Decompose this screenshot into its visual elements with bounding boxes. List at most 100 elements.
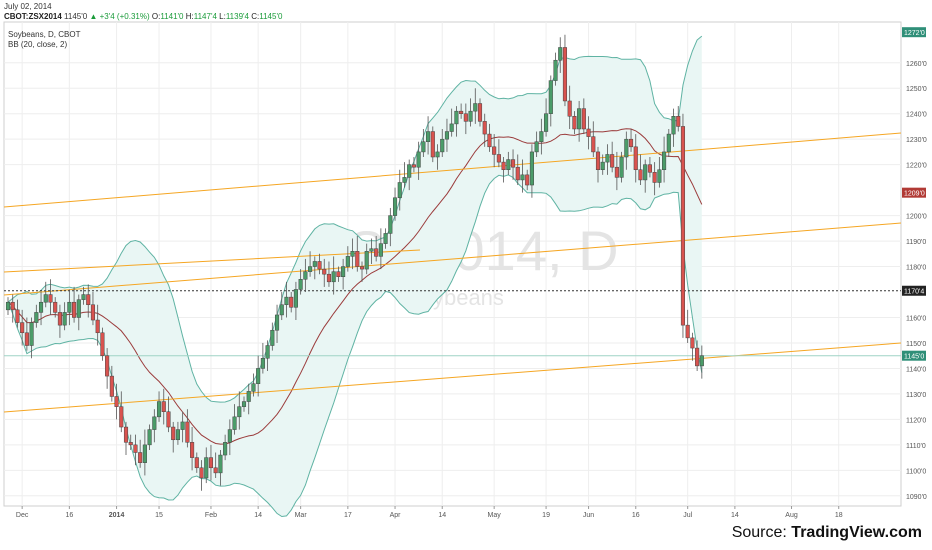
candle-body [558, 47, 563, 61]
candle-body [38, 301, 44, 313]
candle-body [86, 294, 91, 306]
header-quote: CBOT:ZSX2014 1145'0 ▲ +3'4 (+0.31%) O:11… [4, 12, 282, 22]
candle-body [100, 332, 105, 356]
source-credit: Source: TradingView.com [732, 524, 922, 542]
candle-body [426, 131, 431, 142]
x-tick-label: 14 [438, 512, 446, 519]
candle-body [680, 126, 686, 326]
x-tick-label: Jul [683, 512, 692, 519]
header-low-label: L: [219, 12, 226, 21]
candle-body [223, 442, 228, 456]
y-tick-label: 1230'0 [906, 137, 927, 144]
trend-line-2 [3, 222, 902, 296]
candle-body [161, 401, 166, 412]
candle-body [15, 309, 20, 323]
candle-body [638, 169, 643, 181]
candle-body [690, 337, 695, 349]
candle-body [388, 215, 393, 234]
candle-body [647, 164, 652, 173]
source-prefix: Source: [731, 524, 792, 541]
candle-body [336, 271, 341, 277]
candle-body [392, 197, 398, 216]
candle-body [76, 299, 81, 318]
price-tag-box [902, 27, 926, 38]
candle-body [378, 243, 383, 257]
candle-body [322, 268, 327, 275]
trend-line-1 [3, 132, 902, 208]
x-tick-label: 15 [155, 512, 163, 519]
candle-body [10, 301, 15, 311]
candle-body [624, 138, 629, 158]
x-tick-label: Jun [583, 512, 594, 519]
candle-body [520, 174, 525, 181]
candle-body [57, 312, 62, 326]
candle-body [666, 133, 671, 153]
candle-body [501, 161, 506, 170]
candle-body [237, 406, 242, 418]
candle-body [671, 116, 676, 135]
candle-body [331, 271, 336, 283]
candle-body [553, 59, 558, 81]
candle-body [298, 279, 303, 290]
candle-body [152, 416, 157, 430]
candle-body [374, 248, 379, 257]
candle-body [652, 172, 657, 183]
x-tick-label: Feb [205, 512, 217, 519]
candle-body [326, 273, 332, 283]
x-tick-label: 14 [731, 512, 739, 519]
candle-body [430, 131, 435, 158]
candle-body [600, 161, 605, 170]
candle-body [695, 347, 700, 367]
candle-body [166, 411, 171, 428]
candle-body [510, 159, 516, 168]
candle-body [421, 141, 426, 153]
candle-body [577, 108, 582, 130]
candle-body [218, 454, 223, 474]
candle-body [312, 261, 317, 267]
candle-body [171, 426, 176, 441]
candle-body [529, 151, 534, 186]
candle-body [473, 103, 478, 112]
price-tags: 1272'0 1209'0 1170'4 1145'0 [902, 27, 926, 361]
bb-lower [7, 174, 703, 518]
candle-body [213, 467, 218, 474]
candle-body [114, 396, 119, 407]
candle-body [562, 47, 568, 102]
candle-body [567, 100, 572, 117]
candle-body [350, 251, 355, 257]
x-tick-label: 17 [344, 512, 352, 519]
y-tick-label: 1200'0 [906, 214, 927, 221]
candle-body [72, 301, 77, 318]
candle-body [595, 151, 601, 170]
candle-body [109, 375, 114, 397]
x-tick-label: Aug [785, 512, 798, 519]
candle-body [662, 151, 667, 170]
candle-body [246, 391, 251, 402]
price-tag-box [902, 187, 926, 198]
x-tick-label: 2014 [109, 512, 125, 519]
candle-body [128, 442, 133, 446]
horizontal-lines [4, 290, 901, 357]
candle-body [463, 113, 468, 122]
price-tag-label: 1209'0 [904, 191, 925, 198]
candle-body [67, 301, 72, 313]
candle-body [119, 406, 124, 428]
x-tick-label: 14 [254, 512, 262, 519]
candle-body [156, 401, 162, 418]
candle-body [440, 138, 445, 153]
candle-body [444, 131, 450, 140]
candlestick-chart[interactable]: ZSX2014, D Soybeans 1090'01100'01110'011… [0, 0, 932, 520]
candle-body [435, 151, 440, 158]
trend-line-3 [3, 342, 902, 413]
candle-body [619, 156, 624, 178]
x-tick-label: Apr [390, 512, 402, 519]
candle-body [105, 355, 110, 377]
candle-body [20, 322, 25, 334]
bollinger-bands [7, 35, 703, 518]
candle-body [449, 123, 454, 132]
header-date: July 02, 2014 [4, 2, 52, 11]
candle-body [256, 368, 261, 384]
header-close-label: C: [251, 12, 260, 21]
candle-body [232, 416, 237, 430]
y-tick-label: 1090'0 [906, 494, 927, 501]
